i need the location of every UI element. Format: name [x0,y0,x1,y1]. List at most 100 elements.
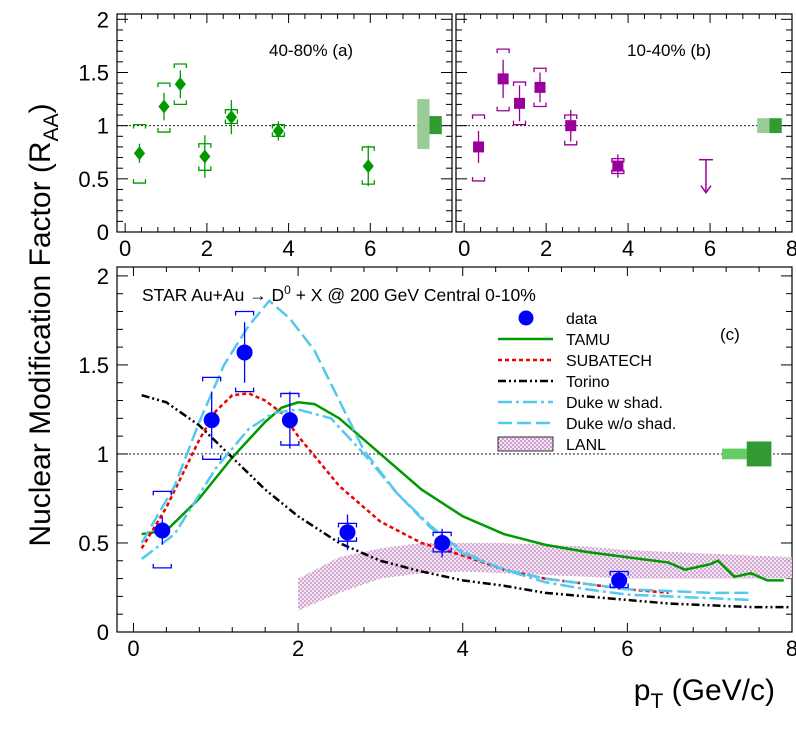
legend-label: TAMU [566,332,610,349]
systematic-bracket [533,67,547,73]
lanl-band [298,542,792,611]
y-tick-label: 2 [97,7,109,32]
panel-annotation: 40-80% (a) [269,41,353,60]
panel-annotation: 10-40% (b) [627,41,711,60]
systematic-bracket [471,114,486,120]
chart-title-superscript: 0 [284,283,291,297]
chart-title-rest: + X @ 200 GeV Central 0-10% [291,285,536,305]
legend-marker-data [518,310,534,326]
systematic-bracket [512,120,527,126]
y-tick-label: 1 [97,114,109,139]
legend-label: Duke w shad. [566,395,663,412]
data-point [225,110,237,125]
data-point [514,97,526,109]
systematic-bracket [173,63,187,68]
systematic-bracket [496,106,510,112]
y-tick-label: 0.5 [78,167,109,192]
y-axis-title-close: ) [24,103,57,113]
y-tick-label: 0.5 [78,531,109,556]
systematic-bracket [234,310,255,316]
data-point [154,522,171,539]
y-tick-label: 1 [97,442,109,467]
x-axis-title-main: p [634,674,651,707]
series-line-tamu [141,401,784,582]
systematic-bracket [152,490,172,496]
data-point [362,159,374,174]
data-point [133,146,146,161]
plot-frame [455,13,793,233]
x-tick-label: 4 [282,236,294,261]
x-tick-label: 2 [201,236,213,261]
y-axis-title-main: Nuclear Modification Factor (R [24,141,57,546]
x-axis-title-rest: (GeV/c) [663,674,775,707]
x-tick-label: 6 [704,236,716,261]
panel-a: 0 2 4 6 0 0.5 1 1.5 2 40-80% (a) [78,7,453,261]
data-point [203,412,220,429]
x-tick-label: 8 [786,636,796,661]
plot-frame [116,13,453,233]
legend-label: SUBATECH [566,353,652,370]
y-tick-label: 0 [97,620,109,645]
x-axis-title-sub: T [650,690,663,713]
x-tick-label: 0 [458,236,470,261]
series-line-torino [141,393,792,609]
x-tick-label: 4 [622,236,634,261]
normalization-box [417,99,430,150]
normalization-box [757,118,770,134]
systematic-bracket [202,376,222,382]
upper-limit-arrow [700,185,712,194]
panel-annotation: (c) [720,325,740,344]
data-point [174,77,186,92]
y-tick-label: 2 [97,264,109,289]
legend-label: data [566,311,597,328]
y-axis-title-sub: AA [40,113,63,141]
systematic-bracket [202,455,222,460]
x-tick-label: 2 [540,236,552,261]
normalization-box [722,448,747,460]
data-point [434,534,451,551]
data-point [199,149,211,164]
y-tick-label: 0 [97,220,109,245]
x-tick-label: 0 [127,636,139,661]
data-point [236,344,253,361]
data-point [272,123,284,138]
data-point [158,99,170,114]
panel-c: 0 2 4 6 800.511.52(c)STAR Au+Au → D0 + X @ 2… [78,264,796,661]
systematic-bracket [609,570,629,576]
series-line-duke-w-o-shad [140,299,751,595]
x-tick-label: 0 [119,236,131,261]
systematic-bracket [152,563,172,569]
normalization-box [746,441,772,467]
data-point [565,120,577,132]
data-point [612,160,624,172]
systematic-bracket [533,102,547,108]
legend-swatch-band [497,436,554,452]
systematic-bracket [173,100,187,106]
series-line-duke-w-shad [140,408,751,602]
systematic-bracket [471,176,486,182]
y-tick-label: 1.5 [78,60,109,85]
x-tick-label: 6 [621,636,633,661]
x-tick-label: 8 [786,236,796,261]
x-tick-label: 4 [457,636,469,661]
data-point [281,412,298,429]
systematic-bracket [132,179,147,184]
legend-label: LANL [566,437,606,454]
systematic-bracket [512,81,527,87]
x-axis-title: pT (GeV/c) [634,674,775,713]
data-point [473,141,485,153]
data-point [534,81,546,93]
x-tick-label: 2 [292,636,304,661]
normalization-box [769,118,782,134]
systematic-bracket [234,387,255,393]
panel-b: 0 2 4 6 8 10-40% (b) [455,13,796,261]
data-point [497,73,509,85]
systematic-bracket [132,123,147,129]
systematic-bracket [564,140,578,146]
chart-title: STAR Au+Au → D0 + X @ 200 GeV Central 0-… [142,283,536,305]
chart-title-main: STAR Au+Au → D [142,285,284,305]
systematic-bracket [496,48,510,54]
x-tick-label: 6 [364,236,376,261]
legend-label: Duke w/o shad. [566,416,676,433]
